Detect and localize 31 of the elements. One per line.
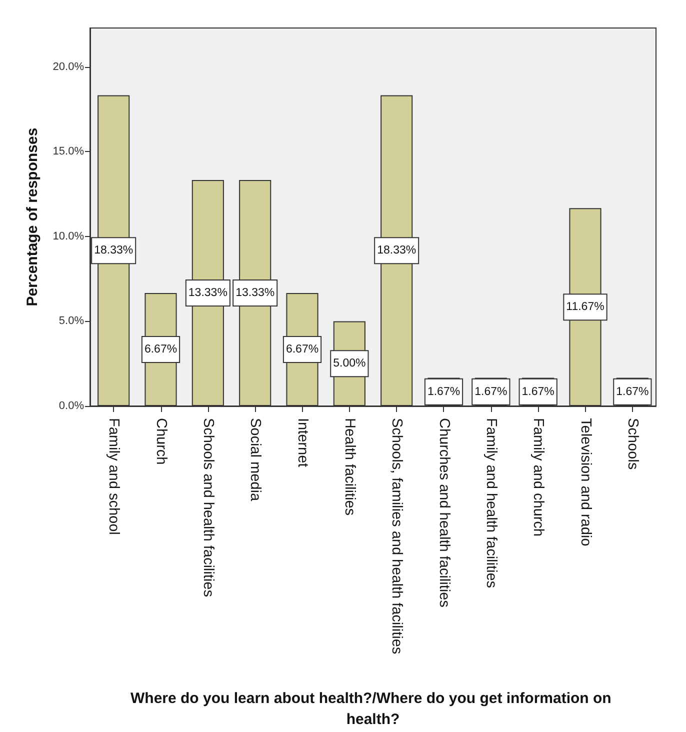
y-tick-label: 10.0% bbox=[52, 230, 84, 242]
data-label: 6.67% bbox=[286, 343, 319, 356]
data-label: 1.67% bbox=[616, 386, 649, 398]
data-label: 1.67% bbox=[427, 386, 460, 398]
y-tick-label: 20.0% bbox=[52, 60, 84, 73]
x-tick-label: Family and church bbox=[530, 418, 546, 536]
x-tick-label: Family and school bbox=[106, 418, 122, 535]
data-label: 6.67% bbox=[144, 343, 178, 356]
data-label: 18.33% bbox=[94, 244, 134, 257]
x-axis-title: Where do you learn about health?/Where do you get information on health? bbox=[130, 690, 616, 728]
data-label: 18.33% bbox=[377, 244, 416, 257]
data-label: 13.33% bbox=[236, 287, 275, 300]
x-tick-label: Churches and health facilities bbox=[436, 418, 452, 608]
y-tick-label: 0.0% bbox=[58, 400, 84, 412]
data-label: 1.67% bbox=[522, 386, 554, 398]
y-tick-label: 15.0% bbox=[52, 146, 84, 158]
x-tick-label: Schools, families and health facilities bbox=[388, 418, 405, 654]
data-label: 13.33% bbox=[188, 287, 228, 300]
data-label: 11.67% bbox=[566, 301, 604, 314]
x-tick-label: Schools bbox=[624, 418, 640, 470]
x-tick-label: Internet bbox=[294, 418, 310, 468]
x-tick-label: Church bbox=[152, 418, 169, 465]
y-tick-label: 5.0% bbox=[58, 315, 84, 328]
x-tick-label: Schools and health facilities bbox=[200, 418, 216, 597]
x-tick-label: Social media bbox=[247, 418, 264, 502]
data-label: 1.67% bbox=[474, 386, 508, 398]
data-label: 5.00% bbox=[333, 358, 366, 370]
x-tick-label: Television and radio bbox=[577, 418, 594, 546]
y-axis-title: Percentage of responses bbox=[24, 128, 41, 306]
x-tick-label: Family and health facilities bbox=[482, 418, 499, 588]
x-tick-label: Health facilities bbox=[341, 418, 358, 516]
